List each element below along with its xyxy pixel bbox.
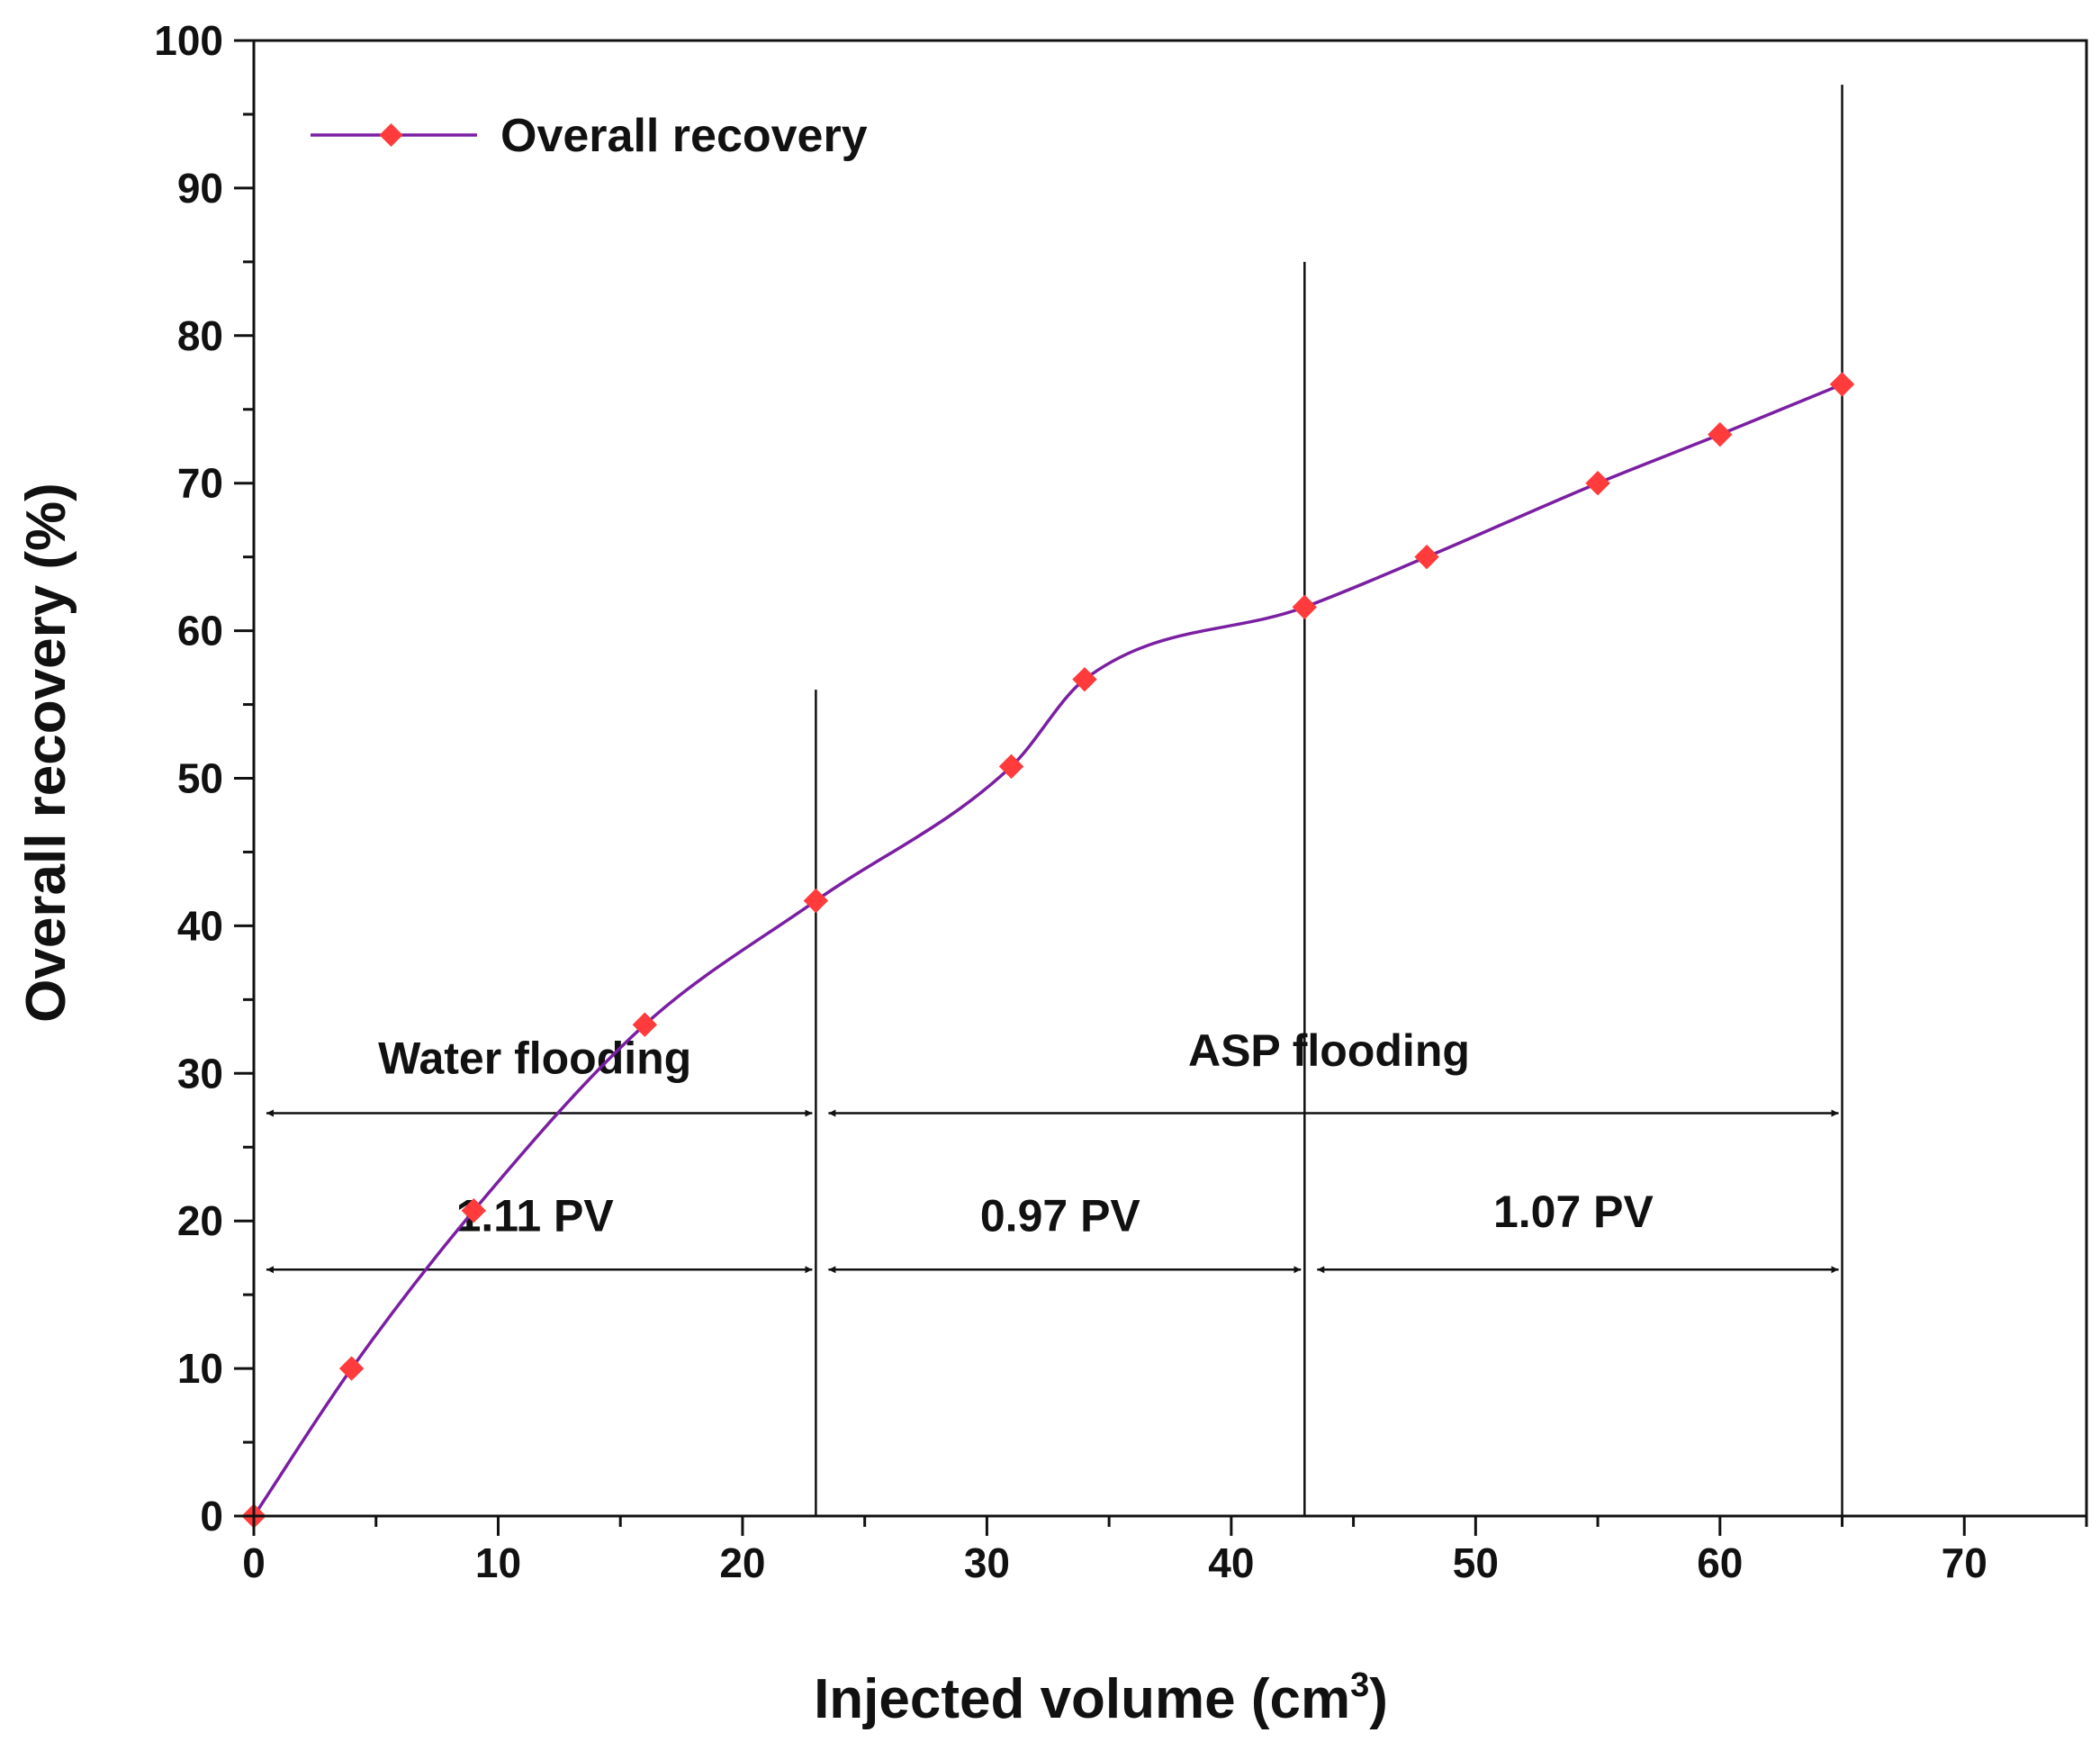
plot-frame: [252, 39, 2088, 1518]
y-tick-label: 50: [177, 755, 223, 802]
series-layer: [241, 372, 1855, 1529]
phase-label: Water flooding: [378, 1033, 691, 1083]
data-point: [998, 754, 1024, 780]
y-tick-label: 30: [177, 1050, 223, 1097]
legend-marker: [379, 123, 403, 147]
x-tick-label: 50: [1453, 1539, 1499, 1586]
y-tick-label: 100: [154, 17, 223, 64]
y-tick-label: 40: [177, 902, 223, 949]
data-point: [1585, 470, 1610, 496]
data-point: [461, 1198, 487, 1223]
y-tick-label: 10: [177, 1345, 223, 1392]
x-tick-label: 60: [1697, 1539, 1743, 1586]
data-point: [1414, 544, 1439, 570]
data-point: [632, 1012, 658, 1037]
y-tick-label: 80: [177, 312, 223, 359]
x-tick-label: 30: [964, 1539, 1010, 1586]
x-tick-label: 20: [719, 1539, 765, 1586]
phase-label: ASP flooding: [1188, 1025, 1470, 1076]
data-point: [1072, 666, 1097, 692]
y-tick-label: 0: [200, 1493, 223, 1539]
axes: 0 10 20 30 40 50 60 70 0 10 20 30 40 50 60 70 80 90 100: [154, 17, 2088, 1586]
x-tick-label: 70: [1942, 1539, 1987, 1586]
x-tick-label: 0: [242, 1539, 266, 1586]
y-tick-label: 20: [177, 1197, 223, 1244]
data-point: [338, 1356, 365, 1381]
data-point: [803, 888, 829, 914]
x-tick-label: 40: [1208, 1539, 1254, 1586]
series-line-overall-recovery: [252, 383, 1843, 1517]
y-tick-label: 90: [177, 165, 223, 212]
legend: Overall recovery: [311, 110, 868, 162]
y-axis-title: Overall recovery (%): [15, 483, 77, 1023]
pore-volume-label: 1.07 PV: [1493, 1187, 1654, 1237]
reference-lines: [815, 85, 1843, 1516]
y-tick-label: 60: [177, 608, 223, 654]
data-point: [1829, 372, 1855, 397]
data-point: [1708, 421, 1733, 447]
x-tick-label: 10: [475, 1539, 521, 1586]
x-axis-title: Injected volume (cm3): [814, 1666, 1388, 1730]
y-tick-label: 70: [177, 460, 223, 507]
data-point: [1292, 594, 1318, 620]
legend-label: Overall recovery: [500, 110, 868, 162]
pore-volume-label: 0.97 PV: [980, 1191, 1141, 1241]
